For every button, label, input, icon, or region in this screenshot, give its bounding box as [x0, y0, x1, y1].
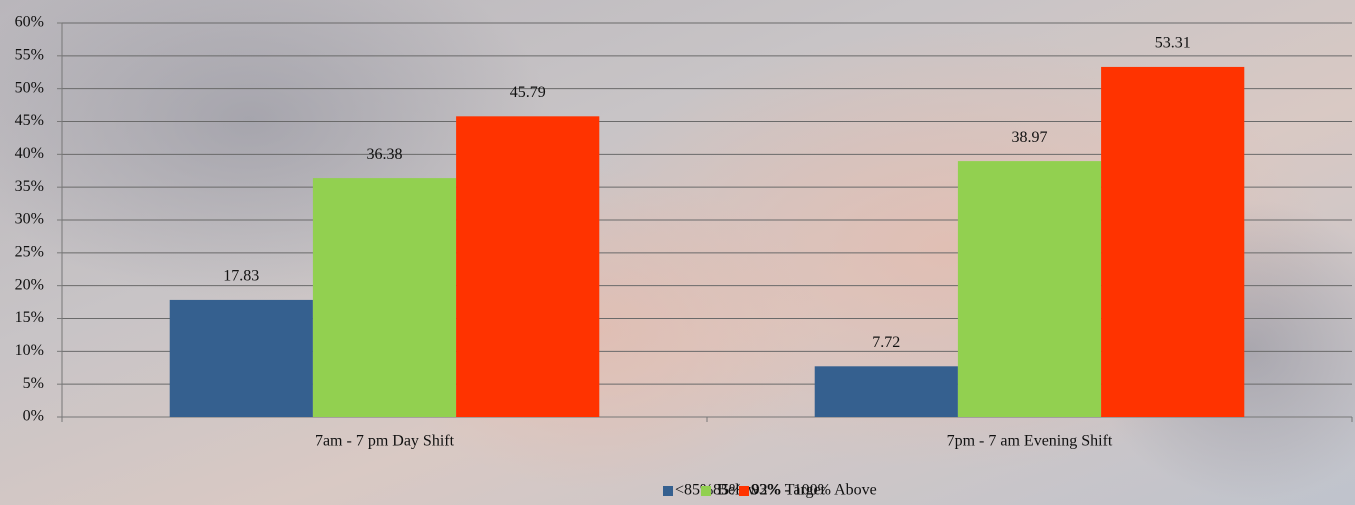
- data-label: 38.97: [1012, 129, 1048, 146]
- y-tick-label: 45%: [15, 112, 44, 129]
- data-label: 7.72: [872, 334, 900, 351]
- legend-label: 93% - 100% Above: [751, 482, 877, 499]
- bar: [456, 116, 600, 418]
- y-tick-label: 25%: [15, 244, 44, 261]
- data-label: 53.31: [1155, 35, 1191, 52]
- bar: [312, 178, 457, 417]
- y-tick-label: 0%: [23, 408, 44, 425]
- y-tick-label: 60%: [15, 14, 44, 31]
- x-tick-label: 7am - 7 pm Day Shift: [315, 433, 455, 450]
- y-tick-label: 15%: [15, 309, 44, 326]
- y-tick-label: 10%: [15, 342, 44, 359]
- data-label: 36.38: [367, 146, 403, 163]
- legend-label: <85% Below: [675, 482, 760, 499]
- y-tick-label: 55%: [15, 47, 44, 64]
- y-tick-label: 35%: [15, 178, 44, 195]
- x-tick-label: 7pm - 7 am Evening Shift: [947, 433, 1113, 450]
- y-tick-label: 5%: [23, 375, 44, 392]
- bar: [814, 366, 958, 417]
- legend-swatch: [701, 486, 711, 496]
- bar: [957, 161, 1102, 417]
- y-tick-label: 50%: [15, 79, 44, 96]
- y-tick-label: 40%: [15, 145, 44, 162]
- data-label: 17.83: [223, 268, 259, 285]
- y-tick-label: 20%: [15, 276, 44, 293]
- data-label: 45.79: [510, 84, 546, 101]
- legend-swatch: [739, 486, 749, 496]
- legend-swatch: [663, 486, 673, 496]
- y-tick-label: 30%: [15, 211, 44, 228]
- bar: [169, 299, 313, 417]
- bar: [1101, 66, 1245, 417]
